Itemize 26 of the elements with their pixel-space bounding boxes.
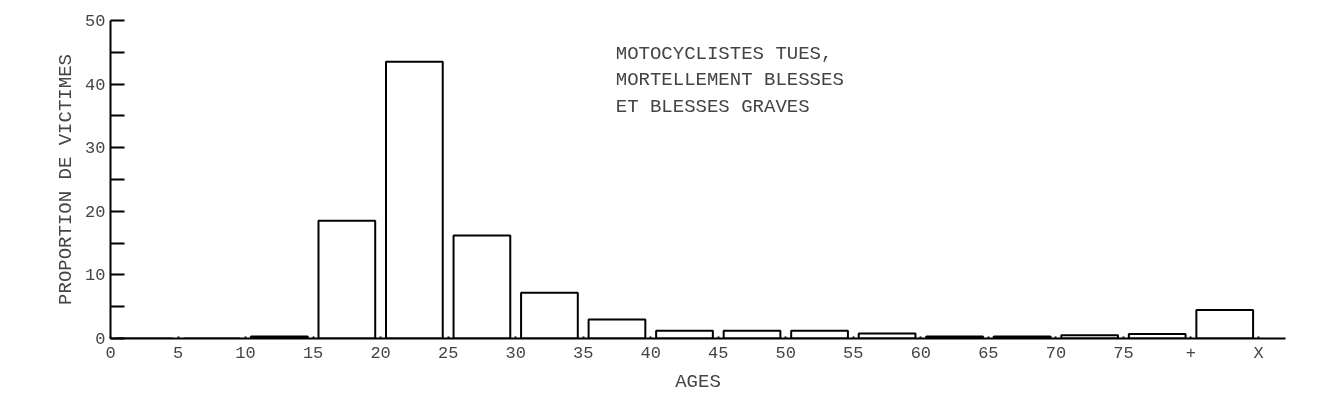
x-tick-label: 5 [172,343,184,363]
x-tick-label: + [1185,343,1197,363]
y-tick-label: 20 [85,202,106,222]
x-tick-label: 25 [437,343,459,363]
x-tick-label: 35 [573,343,594,363]
x-tick-label: 65 [978,343,999,363]
x-tick-label: 70 [1045,343,1067,363]
y-tick-label: 40 [85,75,106,95]
y-tick-label: 30 [85,139,106,159]
x-axis-title: AGES [675,370,721,393]
x-tick-label: 50 [775,343,796,363]
y-tick-label: 50 [85,12,106,31]
x-tick-label: X [1253,343,1264,363]
y-axis-title: PROPORTION DE VICTIMES [55,54,78,305]
x-tick-label: 20 [370,343,391,363]
annotation: MOTOCYCLISTES TUES, MORTELLEMENT BLESSES ET BLESSES GRAVES [615,42,844,118]
y-tick-label: 0 [95,330,106,349]
y-tick-label: 10 [85,266,106,286]
x-tick-label: 30 [505,343,526,363]
x-tick-label: 55 [843,343,864,363]
x-tick-label: 45 [708,343,729,363]
x-tick-label: 40 [640,343,661,363]
x-tick-label: 15 [302,343,324,363]
x-tick-label: 10 [235,343,256,363]
x-tick-label: 75 [1113,343,1134,363]
x-tick-label: 60 [910,343,932,363]
